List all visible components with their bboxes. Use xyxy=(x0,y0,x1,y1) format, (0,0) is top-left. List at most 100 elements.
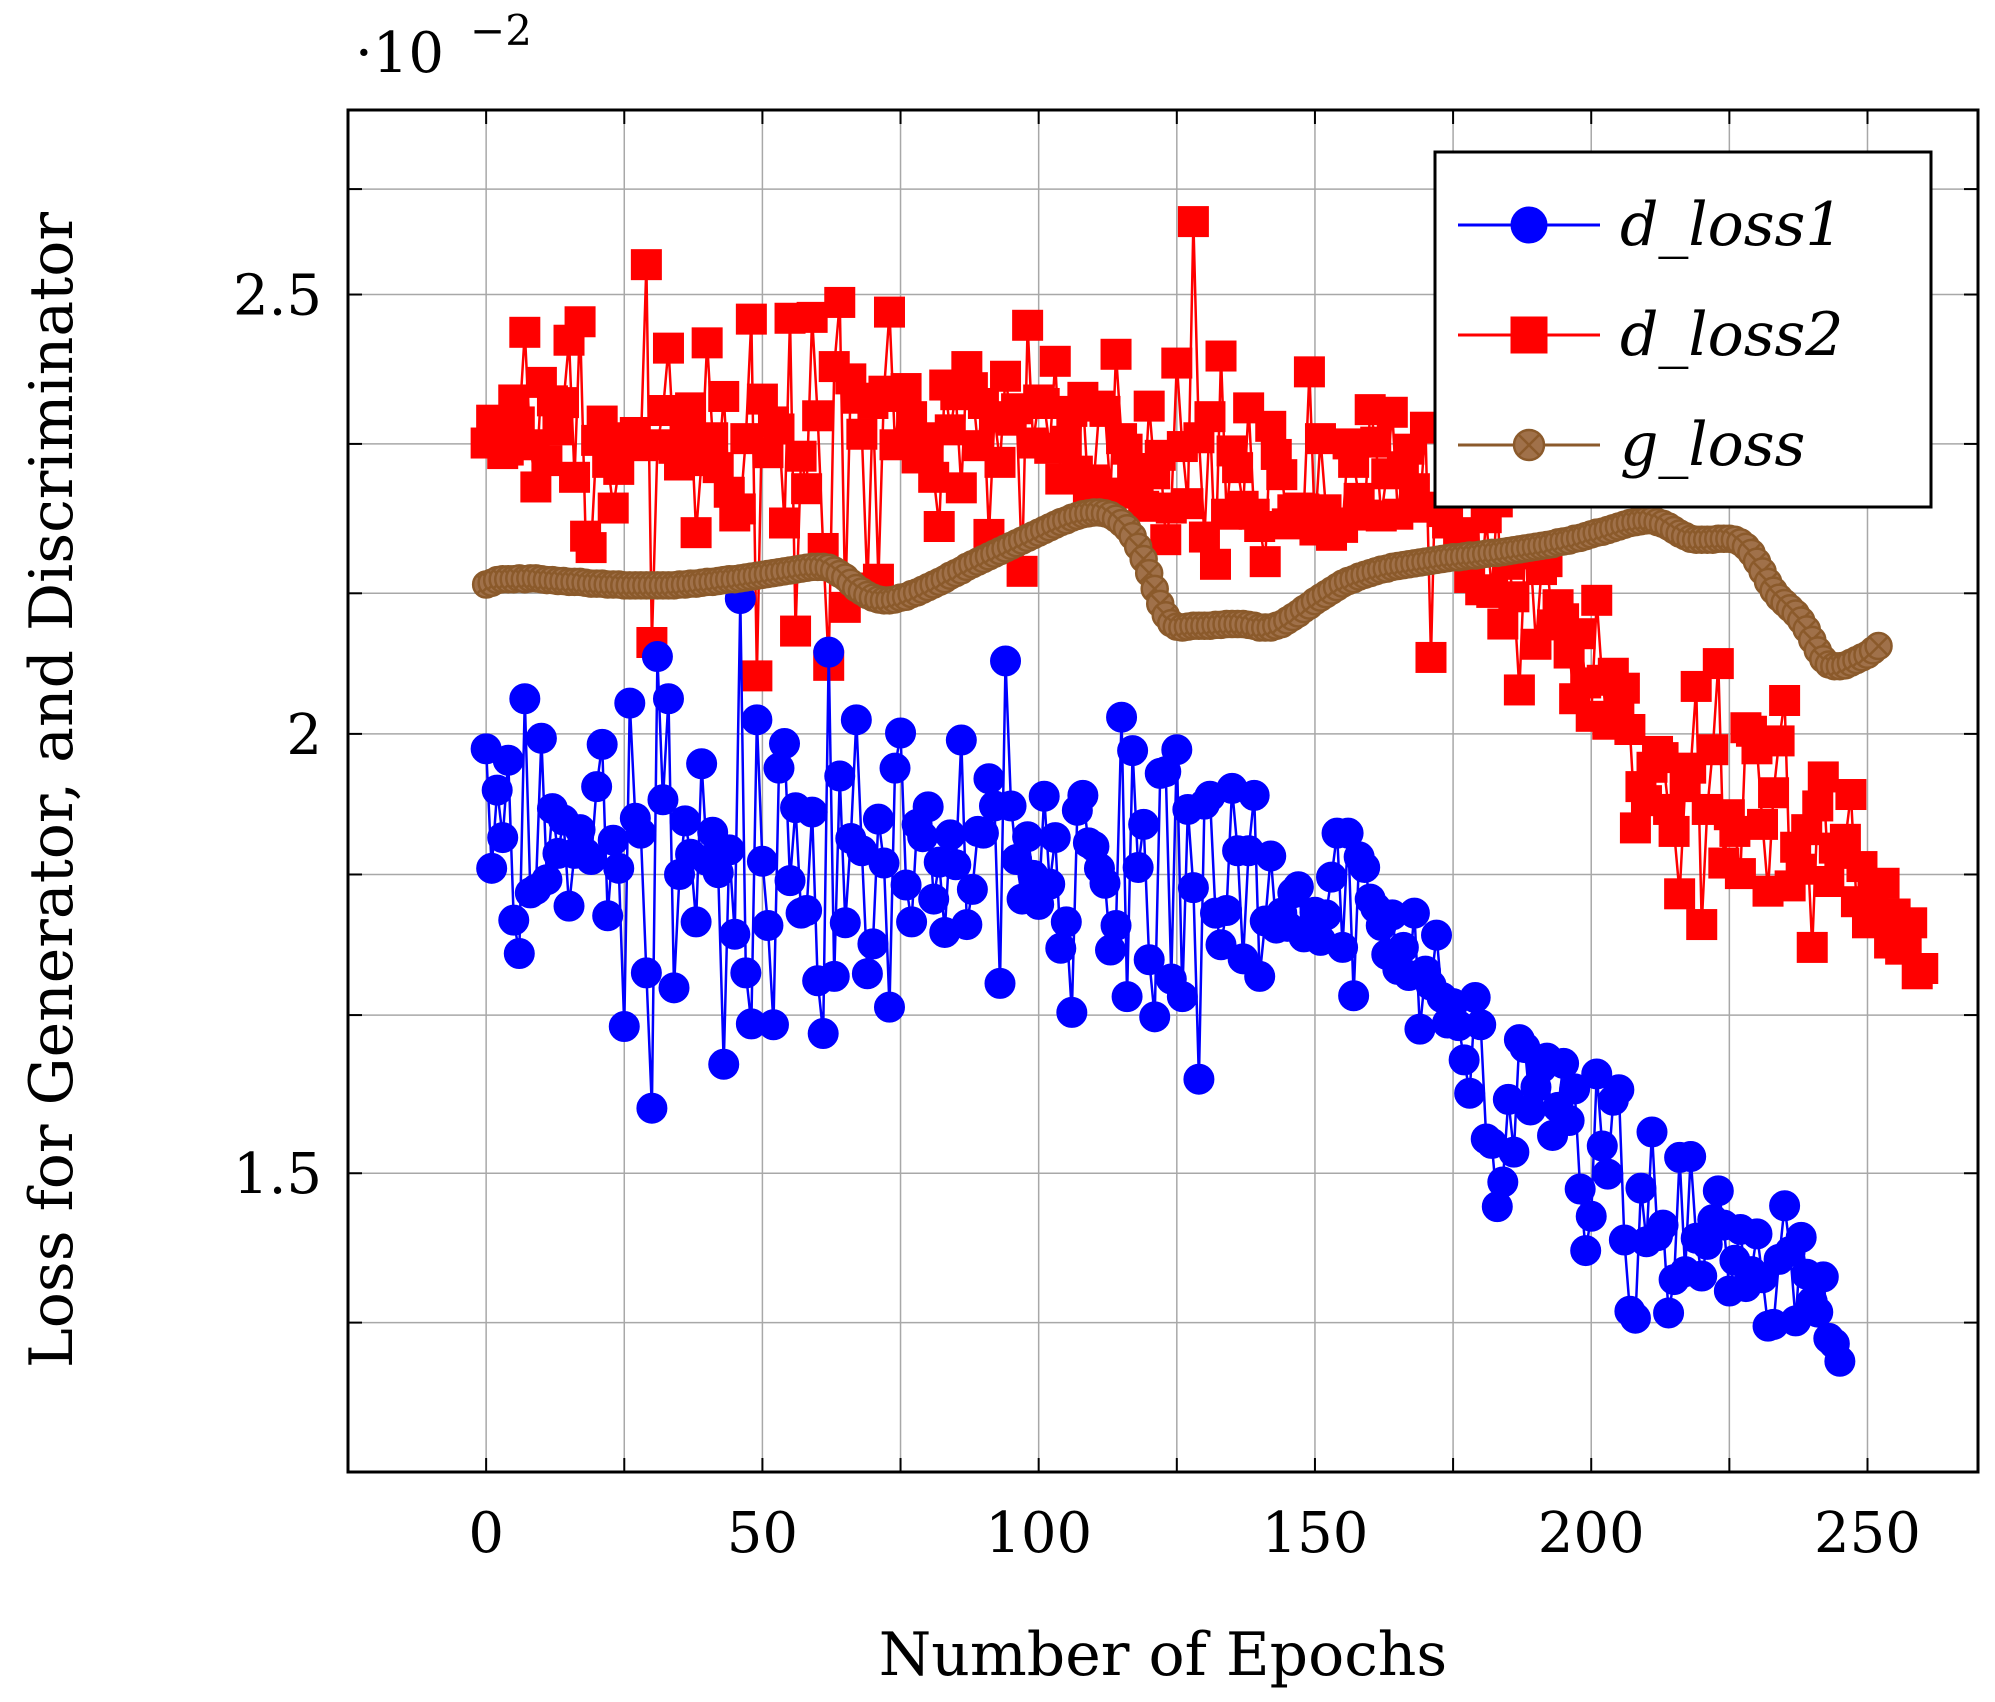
d-loss1-point xyxy=(625,817,657,849)
d-loss1-point xyxy=(907,821,939,853)
d-loss1-point xyxy=(951,909,983,941)
legend-marker-d-loss1 xyxy=(1510,206,1548,244)
d-loss1-point xyxy=(967,817,999,849)
legend-label-g-loss: g_loss xyxy=(1620,410,1805,480)
d-loss1-point xyxy=(1177,872,1209,904)
d-loss1-point xyxy=(757,1009,789,1041)
d-loss2-point xyxy=(691,327,723,359)
d-loss1-point xyxy=(1570,1235,1602,1267)
d-loss1-point xyxy=(1183,1063,1215,1095)
d-loss2-point xyxy=(1376,396,1408,428)
d-loss2-point xyxy=(1658,815,1690,847)
d-loss1-point xyxy=(973,763,1005,795)
d-loss1-point xyxy=(603,852,635,884)
d-loss2-point xyxy=(1304,423,1336,455)
d-loss2-point xyxy=(1039,345,1071,377)
d-loss2-point xyxy=(873,296,905,328)
d-loss2-point xyxy=(984,446,1016,478)
d-loss1-point xyxy=(1139,1001,1171,1033)
d-loss1-point xyxy=(1387,931,1419,963)
d-loss1-point xyxy=(1106,701,1138,733)
series-d-loss2 xyxy=(470,206,1939,990)
y-tick-label: 2 xyxy=(286,703,322,768)
d-loss1-point xyxy=(1056,996,1088,1028)
x-tick-label: 50 xyxy=(727,1501,798,1566)
d-loss2-point xyxy=(708,380,740,412)
series-layer xyxy=(470,206,1939,1377)
d-loss1-point xyxy=(1039,822,1071,854)
d-loss1-point xyxy=(1166,981,1198,1013)
d-loss2-point xyxy=(1133,390,1165,422)
d-loss1-point xyxy=(1807,1261,1839,1293)
x-tick-label: 200 xyxy=(1538,1501,1645,1566)
x-tick-label: 250 xyxy=(1814,1501,1921,1566)
d-loss1-point xyxy=(509,683,541,715)
d-loss1-point xyxy=(774,865,806,897)
d-loss1-point xyxy=(1100,909,1132,941)
x-axis-title: Number of Epochs xyxy=(879,1620,1447,1690)
d-loss1-point xyxy=(940,849,972,881)
d-loss2-point xyxy=(1702,648,1734,680)
d-loss2-point xyxy=(1907,952,1939,984)
d-loss1-point xyxy=(868,847,900,879)
d-loss2-point xyxy=(763,413,795,445)
d-loss2-point xyxy=(741,660,773,692)
d-loss1-point xyxy=(531,864,563,896)
d-loss1-point xyxy=(1769,1190,1801,1222)
d-loss2-point xyxy=(1647,742,1679,774)
d-loss2-point xyxy=(923,511,955,543)
d-loss2-point xyxy=(1293,356,1325,388)
d-loss1-point xyxy=(1238,779,1270,811)
axis-ticks: 0 50 100 150 200 250 1.5 2 2.5 xyxy=(233,110,1978,1566)
d-loss1-point xyxy=(1089,867,1121,899)
d-loss1-point xyxy=(630,957,662,989)
d-loss1-point xyxy=(1824,1345,1856,1377)
d-loss2-point xyxy=(1664,878,1696,910)
legend-marker-g-loss xyxy=(1512,428,1546,462)
marker-cross xyxy=(1517,433,1541,457)
d-loss2-point xyxy=(597,492,629,524)
d-loss1-point xyxy=(1586,1130,1618,1162)
d-loss2-point xyxy=(531,445,563,477)
plot-frame xyxy=(346,108,1980,1474)
d-loss1-point xyxy=(1327,931,1359,963)
legend-label-d-loss1: d_loss1 xyxy=(1620,190,1843,260)
d-loss2-point xyxy=(1724,858,1756,890)
d-loss1-point xyxy=(769,728,801,760)
d-loss1-point xyxy=(1559,1073,1591,1105)
legend: d_loss1 d_loss2 g_loss xyxy=(1433,150,1933,509)
d-loss2-point xyxy=(802,400,834,432)
d-loss1-point xyxy=(1244,960,1276,992)
d-loss1-point xyxy=(597,824,629,856)
d-loss2-point xyxy=(520,471,552,503)
d-loss1-point xyxy=(807,1018,839,1050)
d-loss2-point xyxy=(697,422,729,454)
d-loss2-point xyxy=(724,493,756,525)
d-loss1-point xyxy=(1647,1209,1679,1241)
d-loss1-point xyxy=(487,822,519,854)
d-loss2-point xyxy=(1360,426,1392,458)
d-loss1-point xyxy=(1575,1200,1607,1232)
d-loss1-point xyxy=(581,771,613,803)
d-loss1-point xyxy=(476,852,508,884)
d-loss2-point xyxy=(824,286,856,318)
y-tick-label: 2.5 xyxy=(233,264,322,329)
d-loss1-point xyxy=(1421,919,1453,951)
d-loss1-point xyxy=(658,972,690,1004)
d-loss2-point xyxy=(1747,808,1779,840)
d-loss1-point xyxy=(1045,932,1077,964)
d-loss1-point xyxy=(1498,1136,1530,1168)
marker-cross xyxy=(1868,636,1889,656)
d-loss1-point xyxy=(873,991,905,1023)
series-g-loss xyxy=(471,498,1893,681)
d-loss2-point xyxy=(1222,452,1254,484)
d-loss2-point xyxy=(1608,672,1640,704)
y-scale-base: ·10 xyxy=(355,21,444,86)
d-loss2-point xyxy=(1896,907,1928,939)
d-loss2-point xyxy=(586,405,618,437)
d-loss1-point xyxy=(896,906,928,938)
d-loss1-point xyxy=(796,796,828,828)
d-loss1-point xyxy=(1603,1074,1635,1106)
d-loss2-point xyxy=(680,517,712,549)
d-loss1-point xyxy=(680,906,712,938)
